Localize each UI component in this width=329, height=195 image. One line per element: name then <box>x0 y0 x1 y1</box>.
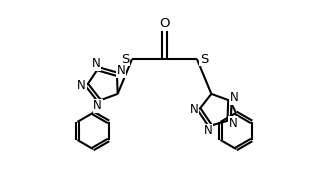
Text: N: N <box>117 65 125 77</box>
Text: N: N <box>190 103 198 116</box>
Text: N: N <box>93 99 102 112</box>
Text: O: O <box>159 17 170 30</box>
Text: N: N <box>230 91 239 104</box>
Text: N: N <box>229 117 238 130</box>
Text: N: N <box>92 57 101 70</box>
Text: N: N <box>204 124 213 137</box>
Text: N: N <box>77 79 86 92</box>
Text: S: S <box>200 53 208 66</box>
Text: S: S <box>121 53 129 66</box>
